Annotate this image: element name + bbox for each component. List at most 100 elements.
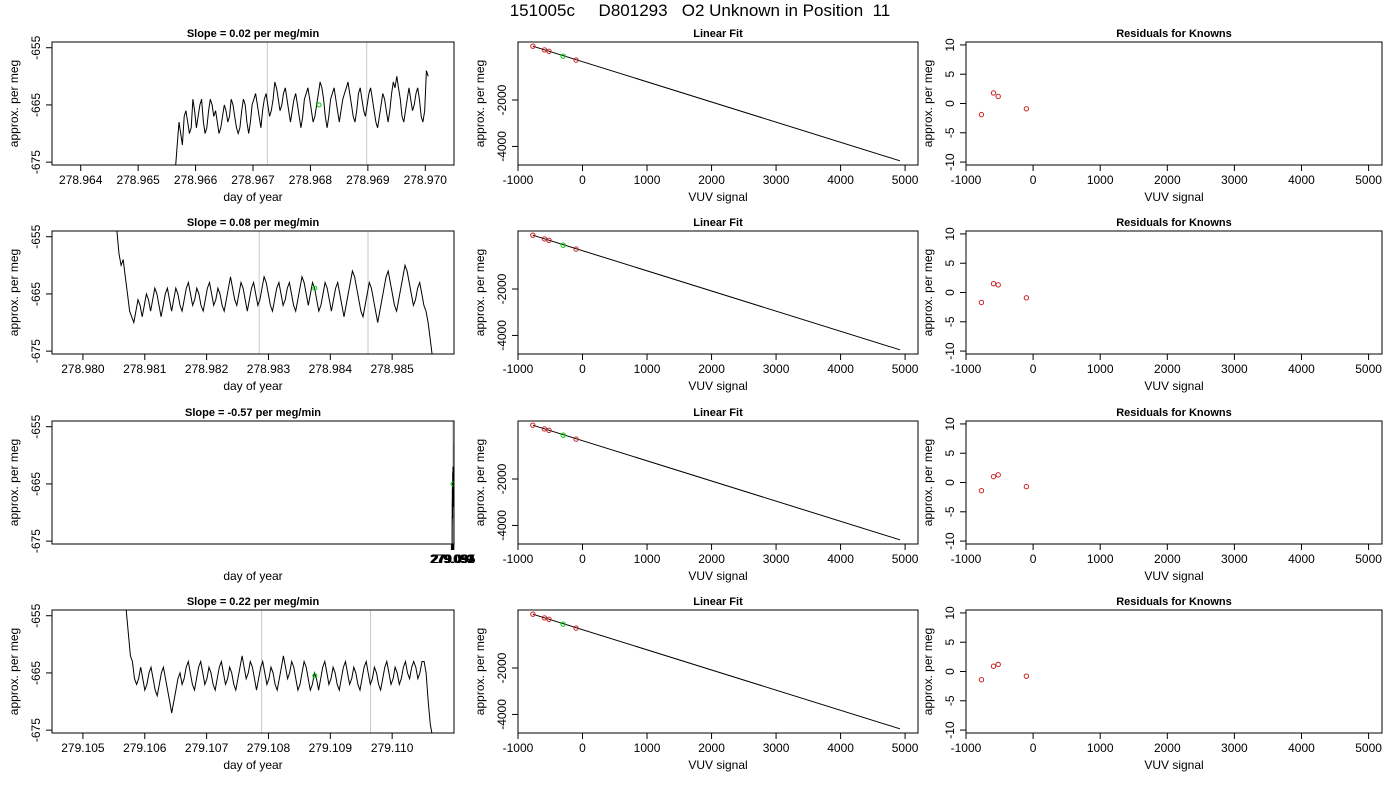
panel-4: Slope = 0.08 per meg/min 278.980 278.981 27… xyxy=(7,217,455,393)
x-tick-label: 279.105 xyxy=(61,741,105,755)
x-tick-label: -1000 xyxy=(951,741,982,755)
x-tick-label: 3000 xyxy=(763,173,790,187)
y-tick-label: -5 xyxy=(943,695,957,706)
y-axis-label: approx. per meg xyxy=(473,628,487,715)
known-point xyxy=(530,611,536,617)
panel-data xyxy=(530,422,901,541)
plot-frame xyxy=(517,609,919,734)
y-axis-label: approx. per meg xyxy=(7,60,21,147)
figure-title: 151005c D801293 O2 Unknown in Position 1… xyxy=(509,1,891,20)
x-tick-label: 0 xyxy=(579,741,586,755)
x-tick-label: 5000 xyxy=(1355,362,1382,376)
x-tick-label: 0 xyxy=(579,173,586,187)
known-point xyxy=(530,232,536,238)
known-point xyxy=(573,436,579,442)
x-tick-label: 4000 xyxy=(827,741,854,755)
x-tick-label: 279.108 xyxy=(247,741,291,755)
y-tick-label: 10 xyxy=(943,417,957,431)
x-tick-label: 4000 xyxy=(827,362,854,376)
x-tick-label: 3000 xyxy=(1221,362,1248,376)
x-tick-label: 2000 xyxy=(1154,173,1181,187)
x-tick-label: 3000 xyxy=(763,741,790,755)
unknown-point xyxy=(560,432,566,438)
known-point xyxy=(995,472,1001,478)
panel-10: Slope = 0.22 per meg/min 279.105 279.106 27… xyxy=(7,596,455,772)
known-point xyxy=(1023,673,1030,679)
panel-title: Slope = 0.08 per meg/min xyxy=(187,217,320,229)
panel-data xyxy=(978,90,1030,118)
y-axis-label: approx. per meg xyxy=(921,439,935,526)
series-line xyxy=(125,610,433,733)
x-tick-label: -1000 xyxy=(951,552,982,566)
y-tick-label: -2000 xyxy=(495,652,509,683)
known-point xyxy=(573,57,579,63)
panel-title: Slope = -0.57 per meg/min xyxy=(185,407,321,419)
panel-data xyxy=(530,611,901,730)
x-tick-label: 278.970 xyxy=(404,173,448,187)
x-axis-label: VUV signal xyxy=(1144,569,1203,583)
x-tick-label: 2000 xyxy=(1154,552,1181,566)
y-axis-label: approx. per meg xyxy=(7,249,21,336)
y-tick-label: -5 xyxy=(943,506,957,517)
y-tick-label: -5 xyxy=(943,316,957,327)
x-tick-label: 5000 xyxy=(892,173,919,187)
known-point xyxy=(978,677,985,683)
x-tick-label: 0 xyxy=(1030,173,1037,187)
unknown-marker xyxy=(312,285,318,291)
plot-frame xyxy=(965,41,1383,166)
x-tick-label: 4000 xyxy=(827,552,854,566)
plot-frame xyxy=(965,420,1383,545)
x-axis-label: VUV signal xyxy=(688,190,747,204)
x-tick-label: 5000 xyxy=(1355,173,1382,187)
x-tick-label: 279.090 xyxy=(430,552,474,566)
panel-title: Linear Fit xyxy=(693,407,743,419)
x-axis-label: VUV signal xyxy=(1144,758,1203,772)
panel-title: Linear Fit xyxy=(693,596,743,608)
x-tick-label: 4000 xyxy=(827,173,854,187)
y-tick-label: -2000 xyxy=(495,463,509,494)
y-tick-label: -4000 xyxy=(495,699,509,730)
y-tick-label: -675 xyxy=(29,339,43,363)
panel-data xyxy=(978,472,1030,494)
x-tick-label: 278.985 xyxy=(370,362,414,376)
x-tick-label: 278.968 xyxy=(289,173,333,187)
plot-frame xyxy=(517,230,919,355)
panel-data xyxy=(978,661,1030,683)
x-tick-label: 1000 xyxy=(634,552,661,566)
known-point xyxy=(978,299,985,306)
x-axis-label: day of year xyxy=(223,569,282,583)
x-axis-label: day of year xyxy=(223,190,282,204)
y-tick-label: -5 xyxy=(943,127,957,138)
y-tick-label: 0 xyxy=(943,479,957,486)
fit-line xyxy=(532,613,901,730)
y-tick-label: 5 xyxy=(943,260,957,267)
panel-data xyxy=(175,42,429,165)
x-tick-label: 1000 xyxy=(634,173,661,187)
known-point xyxy=(990,90,997,96)
x-tick-label: 278.983 xyxy=(247,362,291,376)
x-tick-label: 279.109 xyxy=(309,741,353,755)
x-tick-label: 5000 xyxy=(892,362,919,376)
panel-title: Slope = 0.22 per meg/min xyxy=(187,596,320,608)
x-tick-label: 2000 xyxy=(698,173,725,187)
plot-frame xyxy=(517,420,919,545)
panel-data xyxy=(978,281,1030,306)
known-point xyxy=(573,246,579,252)
plot-frame xyxy=(517,41,919,166)
x-axis-label: day of year xyxy=(223,758,282,772)
known-point xyxy=(546,616,552,622)
x-tick-label: -1000 xyxy=(503,362,534,376)
y-tick-label: -675 xyxy=(29,718,43,742)
panel-title: Residuals for Knowns xyxy=(1116,596,1232,608)
x-tick-label: 5000 xyxy=(1355,741,1382,755)
y-tick-label: -4000 xyxy=(495,320,509,351)
known-point xyxy=(573,625,579,631)
x-tick-label: 2000 xyxy=(1154,741,1181,755)
panel-title: Slope = 0.02 per meg/min xyxy=(187,28,320,40)
fit-line xyxy=(532,234,901,351)
y-tick-label: -2000 xyxy=(495,273,509,304)
series-line xyxy=(116,231,433,354)
known-point xyxy=(978,111,985,118)
panel-9: Residuals for Knowns -1000 0 1000 2000 3000 40… xyxy=(921,407,1383,583)
